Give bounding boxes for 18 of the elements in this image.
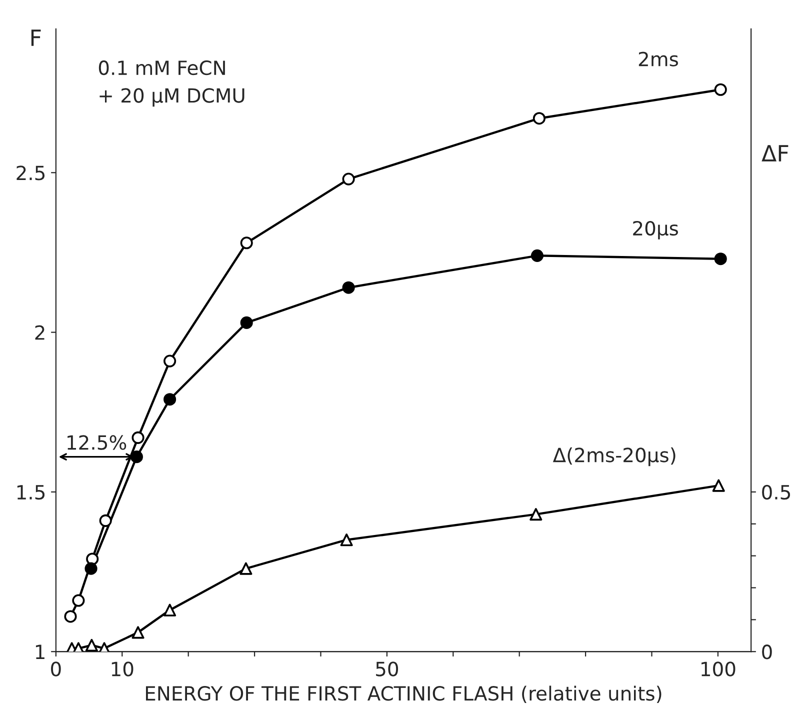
annotation: 0.1 mM FeCN + 20 μM DCMU	[98, 60, 244, 107]
y-tick-label: 1	[36, 644, 44, 659]
y2-tick-label: 0.5	[762, 484, 790, 500]
series-label: 2ms	[638, 52, 678, 66]
x-tick-label: 50	[376, 662, 398, 676]
y-tick-label: 1.5	[17, 485, 45, 500]
y-tick-label: 2.5	[16, 166, 45, 180]
y-axis-title: F	[31, 30, 41, 46]
x-tick-label: 0	[51, 662, 61, 676]
x-tick-label: 10	[112, 662, 134, 676]
y-tick-label: 2	[35, 325, 44, 340]
series-label: 20μs	[633, 220, 678, 240]
y2-tick-label: 0	[762, 644, 772, 660]
x-axis-title: ENERGY OF THE FIRST ACTINIC FLASH (relative units)	[146, 686, 662, 704]
y2-axis-title: ΔF	[762, 145, 788, 162]
annotation: 12.5%	[68, 435, 126, 450]
x-tick-label: 100	[702, 662, 736, 676]
series-label: Δ(2ms-20μs)	[552, 447, 676, 466]
